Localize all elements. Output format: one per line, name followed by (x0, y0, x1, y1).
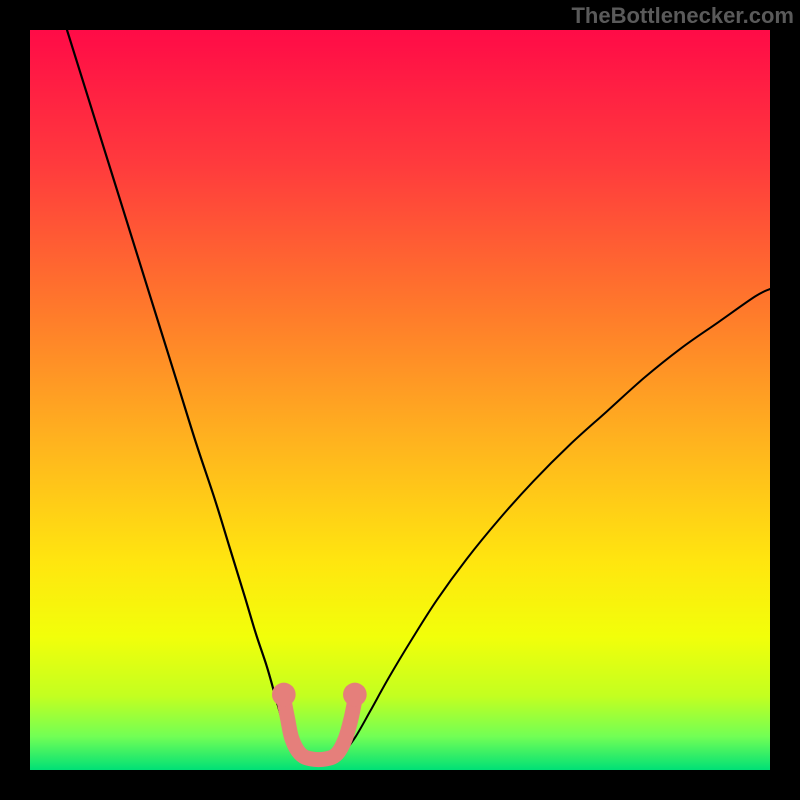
optimal-zone-marker-knob-left (272, 683, 296, 707)
plot-area (30, 30, 770, 770)
optimal-zone-marker-knob-right (343, 683, 367, 707)
watermark-text: TheBottlenecker.com (571, 3, 794, 29)
bottleneck-curve-chart (30, 30, 770, 770)
